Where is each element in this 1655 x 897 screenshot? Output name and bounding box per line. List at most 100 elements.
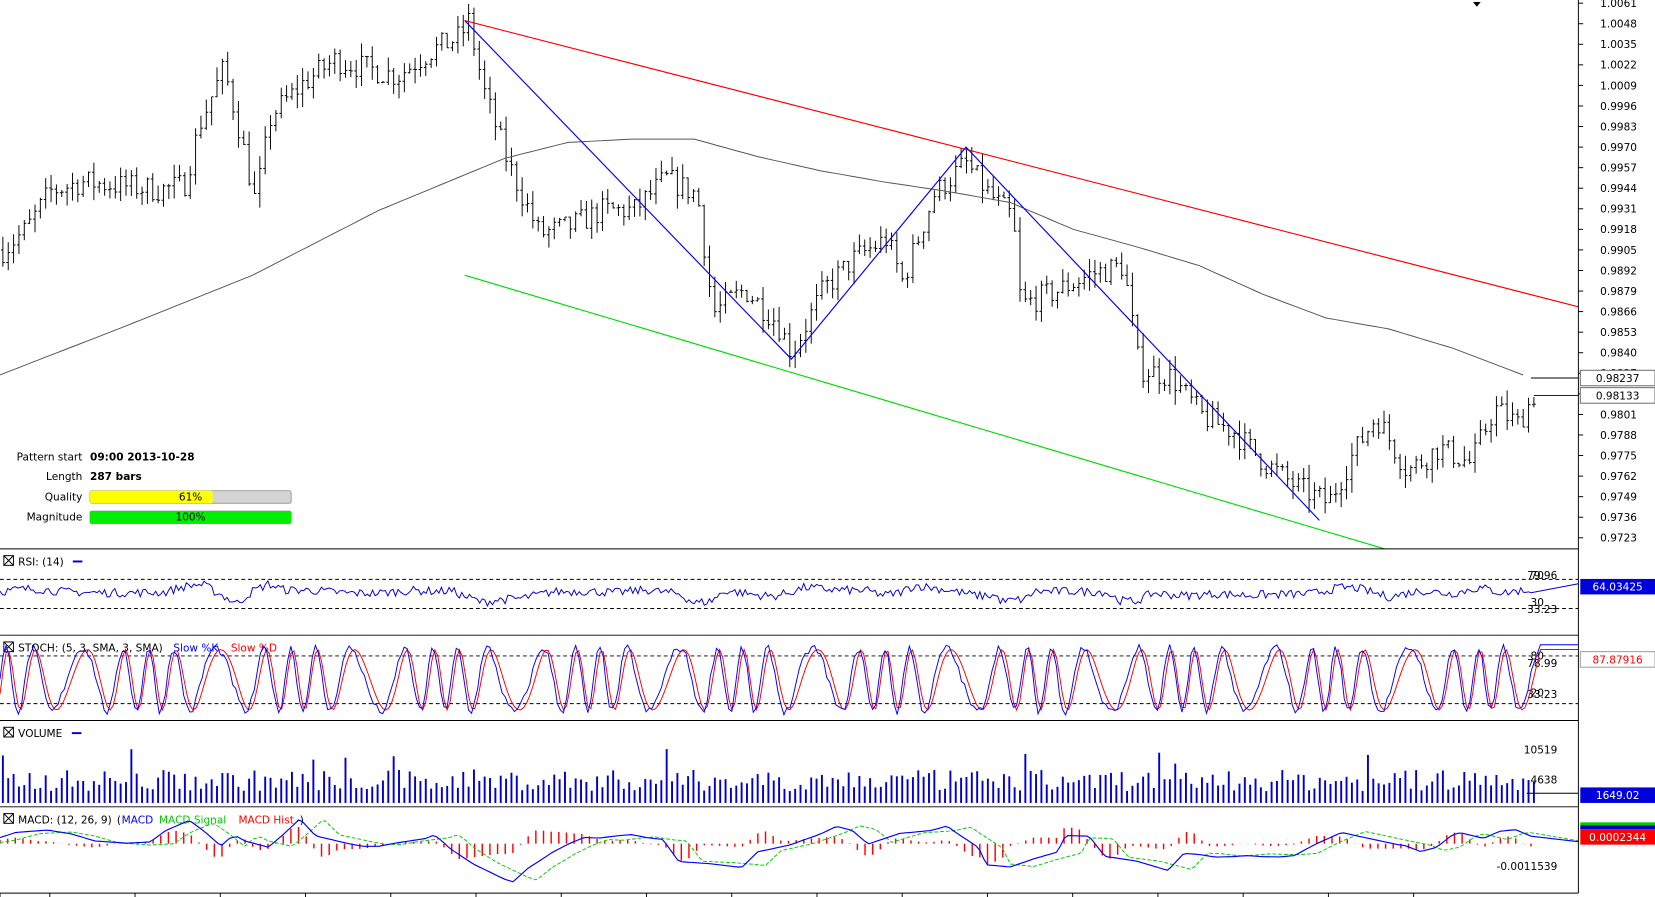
- macd-current-badge: [1580, 829, 1655, 845]
- zigzag-line[interactable]: [464, 20, 1320, 521]
- price-axis-label: 0.9801: [1600, 409, 1637, 421]
- pattern-start-value: 09:00 2013-10-28: [90, 452, 195, 464]
- price-axis-label: 0.9736: [1600, 512, 1637, 524]
- quality-value: 61%: [179, 491, 202, 503]
- price-badge-sma-text: 0.98237: [1596, 373, 1640, 385]
- volume-bars: [1, 749, 1535, 803]
- pattern-quality-label: Quality: [45, 491, 83, 503]
- price-axis-label: 0.9749: [1600, 491, 1637, 503]
- price-badge-close: [1579, 387, 1655, 404]
- stoch-axis-bottom: 33.23: [1527, 689, 1557, 701]
- time-axis-label: 16:00:00:000: [393, 896, 464, 897]
- volume-axis-top: 10519: [1524, 744, 1557, 756]
- pattern-start-label: Pattern start: [17, 452, 83, 464]
- pattern-magnitude-label: Magnitude: [27, 512, 83, 524]
- volume-current-value: 1649.02: [1596, 790, 1640, 802]
- time-axis-label: 22:00:00:000: [478, 896, 549, 897]
- macd-signal-line: [0, 820, 1579, 881]
- stoch-level-20-label: 20: [1531, 687, 1545, 699]
- price-badge-close-text: 0.98133: [1596, 390, 1640, 402]
- time-axis-label: 11:00:00:000: [989, 896, 1060, 897]
- pattern-info: Pattern start 09:00 2013-10-28 Length 28…: [17, 452, 292, 525]
- magnitude-bar-fill: [90, 511, 292, 524]
- time-axis-label: 04:00:00:000: [563, 896, 634, 897]
- time-axis-label: 16:00:00:000: [734, 896, 805, 897]
- price-axis-label: 0.9775: [1600, 450, 1637, 462]
- time-axis-label: 16:00:00:000: [52, 896, 123, 897]
- time-axis-label: 17:00:00:000: [1075, 896, 1146, 897]
- price-axis-label: 0.9944: [1600, 183, 1637, 195]
- price-axis-label: 0.9840: [1600, 348, 1637, 360]
- volume-title: VOLUME: [18, 728, 62, 740]
- macd-axis-bottom: -0.0011539: [1497, 861, 1558, 873]
- price-axis-label: 0.9879: [1600, 286, 1637, 298]
- macd-paren-open: (: [117, 814, 121, 826]
- macd-histogram: [0, 826, 1532, 866]
- pattern-length-label: Length: [46, 471, 82, 483]
- time-axis: 2013 16:00:00:000 22:00:00:000 04:00:00:000…: [0, 893, 1654, 897]
- rsi-current-badge: [1580, 578, 1655, 595]
- time-axis-label: 10:00:00:000: [307, 896, 378, 897]
- volume-panel[interactable]: VOLUME 10519 4638 1649.02: [0, 720, 1655, 803]
- time-axis-label: 23:00:00:000: [1160, 896, 1231, 897]
- rsi-level-30-label: 30: [1531, 597, 1545, 609]
- macd-title: MACD: (12, 26, 9): [18, 814, 112, 826]
- rsi-panel[interactable]: RSI: (14) 79.96 33.23 70 30 64.03425: [0, 548, 1655, 616]
- price-bars: [0, 4, 1536, 514]
- stoch-title: STOCH: (5, 3, SMA, 3, SMA): [18, 643, 163, 655]
- stoch-k-label: Slow %K: [173, 643, 219, 655]
- price-axis-label: 0.9788: [1600, 430, 1637, 442]
- macd-main-line: [0, 819, 1579, 883]
- price-axis: 1.0061 1.0048 1.0035 1.0022 1.0009 0.9996 0.99…: [1578, 0, 1637, 545]
- price-axis-label: 0.9957: [1600, 162, 1637, 174]
- resistance-line[interactable]: [464, 19, 1579, 308]
- price-axis-label: 0.9996: [1600, 101, 1637, 113]
- price-panel[interactable]: 1.0061 1.0048 1.0035 1.0022 1.0009 0.9996 0.99…: [0, 0, 1655, 550]
- rsi-title: RSI: (14): [18, 556, 64, 568]
- stoch-k-line: [0, 642, 1579, 717]
- chart-background: [0, 0, 1585, 870]
- stoch-close-icon[interactable]: [3, 641, 14, 653]
- price-axis-label: 0.9723: [1600, 533, 1637, 545]
- macd-signal-label: MACD Signal: [159, 814, 226, 826]
- price-axis-label: 1.0061: [1600, 0, 1637, 10]
- price-axis-label: 1.0009: [1600, 80, 1637, 92]
- volume-close-icon[interactable]: [3, 726, 14, 738]
- time-axis-end-label: 2013-11-18: [1593, 896, 1654, 897]
- time-axis-label: 2013: [1, 896, 28, 897]
- time-axis-label: 11:00:00:000: [1330, 896, 1401, 897]
- price-axis-label: 0.9931: [1600, 204, 1637, 216]
- macd-panel[interactable]: MACD: (12, 26, 9) ( MACD MACD Signal MAC…: [0, 806, 1655, 883]
- stoch-panel[interactable]: STOCH: (5, 3, SMA, 3, SMA) Slow %K Slow …: [0, 634, 1655, 717]
- stoch-level-80-label: 80: [1531, 650, 1545, 662]
- volume-current-badge: [1580, 787, 1655, 803]
- macd-paren-close: ): [300, 814, 304, 826]
- quality-bar-fill: [90, 490, 213, 504]
- time-axis-label: 17:00:00:000: [1416, 896, 1487, 897]
- macd-close-icon[interactable]: [3, 813, 14, 824]
- macd-badge-stack: 0.0002344: [1580, 822, 1655, 845]
- stoch-d-label: Slow %D: [231, 643, 277, 655]
- magnitude-value: 100%: [176, 512, 206, 524]
- macd-current-value: 0.0002344: [1589, 832, 1646, 844]
- pattern-length-value: 287 bars: [90, 471, 142, 483]
- price-badge-sma: [1579, 369, 1655, 387]
- price-axis-label: 0.9918: [1600, 224, 1637, 236]
- rsi-line: [0, 579, 1579, 608]
- price-axis-label: 1.0035: [1600, 39, 1637, 51]
- stoch-current-value: 87.87916: [1593, 654, 1643, 666]
- scroll-arrow-icon[interactable]: [1473, 1, 1481, 7]
- price-axis-label: 0.9905: [1600, 245, 1637, 257]
- rsi-close-icon[interactable]: [3, 555, 14, 566]
- time-axis-label: 04:00:00:000: [222, 896, 293, 897]
- price-axis-label: 0.9853: [1600, 327, 1637, 339]
- macd-signal-swatch: [1580, 822, 1655, 826]
- time-axis-label: 05:00:00:000: [1245, 896, 1316, 897]
- rsi-axis-top: 79.96: [1527, 570, 1557, 582]
- time-axis-label: 22:00:00:000: [137, 896, 208, 897]
- time-axis-label: 05:00:00:000: [904, 896, 975, 897]
- support-line[interactable]: [464, 274, 1385, 550]
- price-badges: 0.98237 0.98133: [1579, 369, 1655, 404]
- volume-axis-mid: 4638: [1531, 774, 1558, 786]
